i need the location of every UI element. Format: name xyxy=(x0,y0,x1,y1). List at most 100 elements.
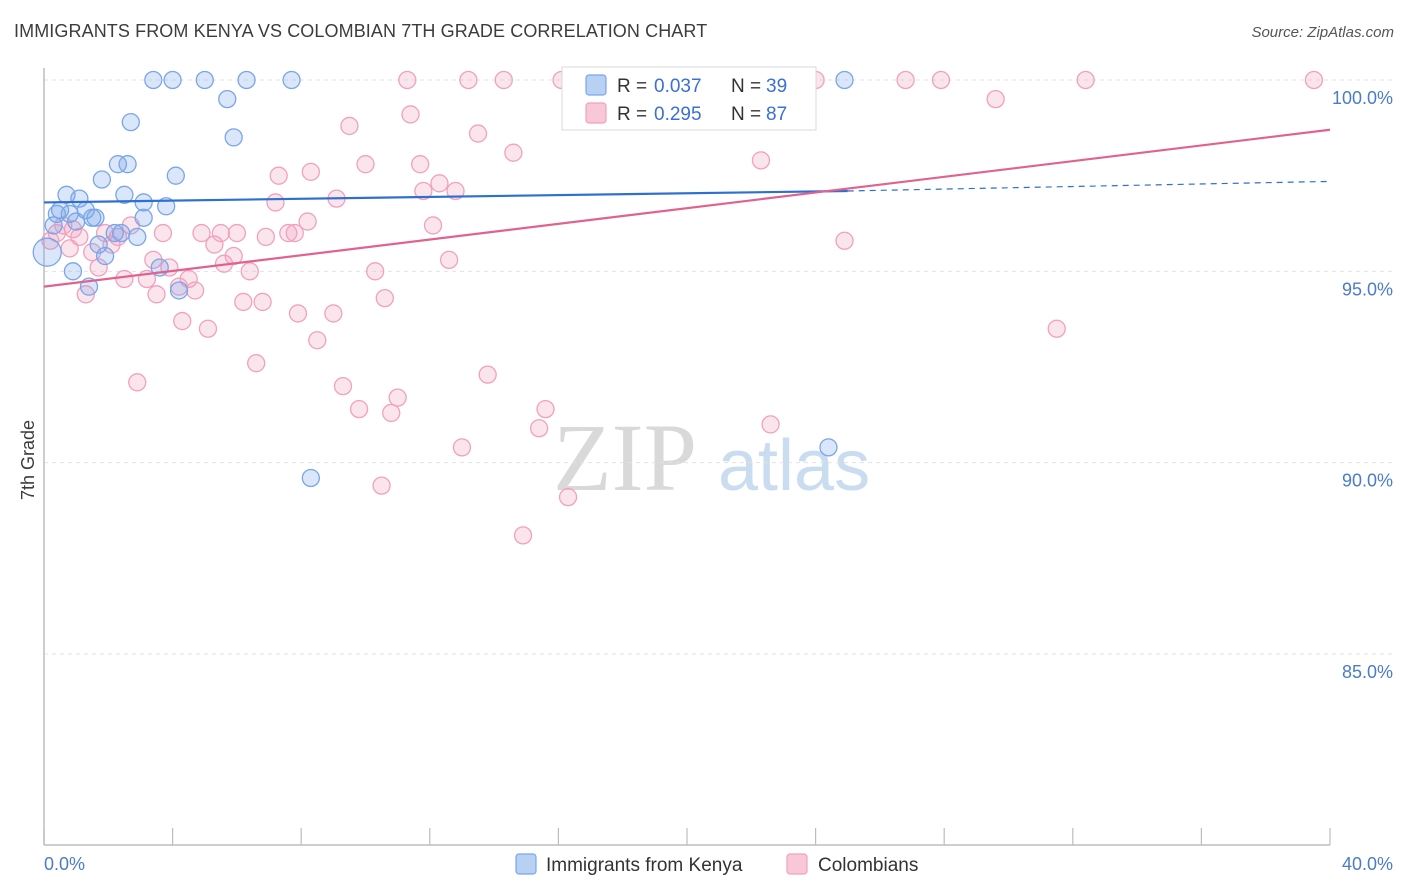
kenya-point xyxy=(218,89,237,109)
trend-lines xyxy=(43,128,1331,288)
colombia-point xyxy=(234,292,253,312)
colombia-point xyxy=(333,376,353,396)
kenya-point xyxy=(115,185,134,204)
colombia-point xyxy=(356,155,375,174)
colombia-point xyxy=(192,223,211,243)
legend-kenya-swatch xyxy=(515,853,537,875)
kenya-trend-line xyxy=(43,189,848,204)
colombia-point xyxy=(468,124,488,143)
kenya-point xyxy=(118,155,137,174)
colombia-point xyxy=(761,415,780,434)
kenya-point xyxy=(163,70,182,90)
colombia-point xyxy=(227,223,247,243)
legend-n-value-kenya: 39 xyxy=(766,76,787,97)
colombia-point xyxy=(256,227,275,247)
legend-r-label-colombia: R = xyxy=(617,104,647,125)
colombia-point xyxy=(558,487,578,507)
kenya-point xyxy=(63,262,83,281)
y-tick-label: 95.0% xyxy=(1342,279,1393,299)
colombia-point xyxy=(269,166,288,185)
colombia-point xyxy=(398,70,417,90)
colombia-point xyxy=(439,250,459,270)
colombia-point xyxy=(401,105,420,124)
legend-n-label-colombia: N = xyxy=(731,104,761,125)
colombia-point xyxy=(835,231,854,250)
kenya-point xyxy=(89,235,108,254)
colombia-point xyxy=(115,269,134,289)
kenya-swatch xyxy=(585,74,607,96)
colombia-point xyxy=(153,223,173,243)
kenya-point xyxy=(301,468,320,488)
x-tick-labels: 0.0% 40.0% xyxy=(44,854,1393,874)
colombia-point xyxy=(382,403,401,423)
gridlines xyxy=(44,79,1392,655)
colombia-point xyxy=(285,223,304,243)
legend-r-label-kenya: R = xyxy=(617,76,647,97)
colombia-point xyxy=(459,70,478,90)
colombia-point xyxy=(430,174,449,193)
colombia-point xyxy=(388,388,407,407)
watermark-zip: ZIP xyxy=(553,404,697,511)
colombia-point xyxy=(478,365,497,384)
kenya-point xyxy=(67,212,86,231)
x-tick-label: 0.0% xyxy=(44,854,85,874)
kenya-point xyxy=(144,70,163,90)
kenya-point xyxy=(224,128,243,147)
colombia-point xyxy=(411,155,430,174)
colombia-point xyxy=(1047,319,1066,338)
colombia-point xyxy=(349,399,369,419)
y-tick-label: 90.0% xyxy=(1342,471,1393,491)
colombia-point xyxy=(298,212,317,231)
colombia-point xyxy=(253,292,272,312)
legend-kenya-label: Immigrants from Kenya xyxy=(546,855,743,876)
colombia-point xyxy=(266,193,285,212)
colombia-point xyxy=(372,476,391,495)
kenya-point xyxy=(134,193,153,212)
legend-n-value-colombia: 87 xyxy=(766,104,787,125)
kenya-point xyxy=(92,170,112,189)
colombia-point xyxy=(1076,70,1095,90)
colombia-point xyxy=(452,438,472,457)
colombia-point xyxy=(324,304,343,323)
colombia-point xyxy=(147,285,166,304)
y-tick-labels: 85.0% 90.0% 95.0% 100.0% xyxy=(1332,88,1393,682)
colombia-swatch xyxy=(585,102,607,124)
colombia-point xyxy=(205,235,224,254)
kenya-point xyxy=(121,112,140,132)
colombia-point xyxy=(504,143,523,162)
kenya-trend-extension xyxy=(847,180,1331,192)
y-axis-label: 7th Grade xyxy=(18,420,38,500)
kenya-point xyxy=(819,438,838,457)
colombia-point xyxy=(986,89,1005,109)
colombia-point xyxy=(247,354,266,373)
legend-r-value-kenya: 0.037 xyxy=(654,76,702,97)
y-tick-label: 100.0% xyxy=(1332,88,1393,108)
kenya-point xyxy=(44,216,63,235)
legend-n-label-kenya: N = xyxy=(731,76,761,97)
kenya-point xyxy=(282,70,301,90)
colombia-point xyxy=(365,262,385,281)
colombia-point xyxy=(340,116,359,136)
colombia-point xyxy=(751,151,771,170)
colombia-point xyxy=(446,181,465,201)
kenya-point xyxy=(166,166,185,185)
colombia-point xyxy=(240,262,259,281)
kenya-point xyxy=(112,223,131,243)
legend-r-value-colombia: 0.295 xyxy=(654,104,702,125)
colombia-point xyxy=(185,281,205,300)
colombia-point xyxy=(308,331,327,350)
kenya-point xyxy=(32,237,62,267)
colombia-point xyxy=(513,526,533,545)
colombia-point xyxy=(128,373,147,392)
colombia-point xyxy=(173,311,192,331)
colombia-point xyxy=(288,304,308,323)
kenya-point xyxy=(134,208,153,227)
kenya-point xyxy=(169,281,189,300)
kenya-point xyxy=(835,70,854,90)
x-tick-label: 40.0% xyxy=(1342,854,1393,874)
colombia-point xyxy=(70,227,89,247)
colombia-point xyxy=(536,399,555,419)
legend-colombia-swatch xyxy=(786,853,808,875)
kenya-point xyxy=(157,197,176,216)
colombia-point xyxy=(931,70,951,90)
